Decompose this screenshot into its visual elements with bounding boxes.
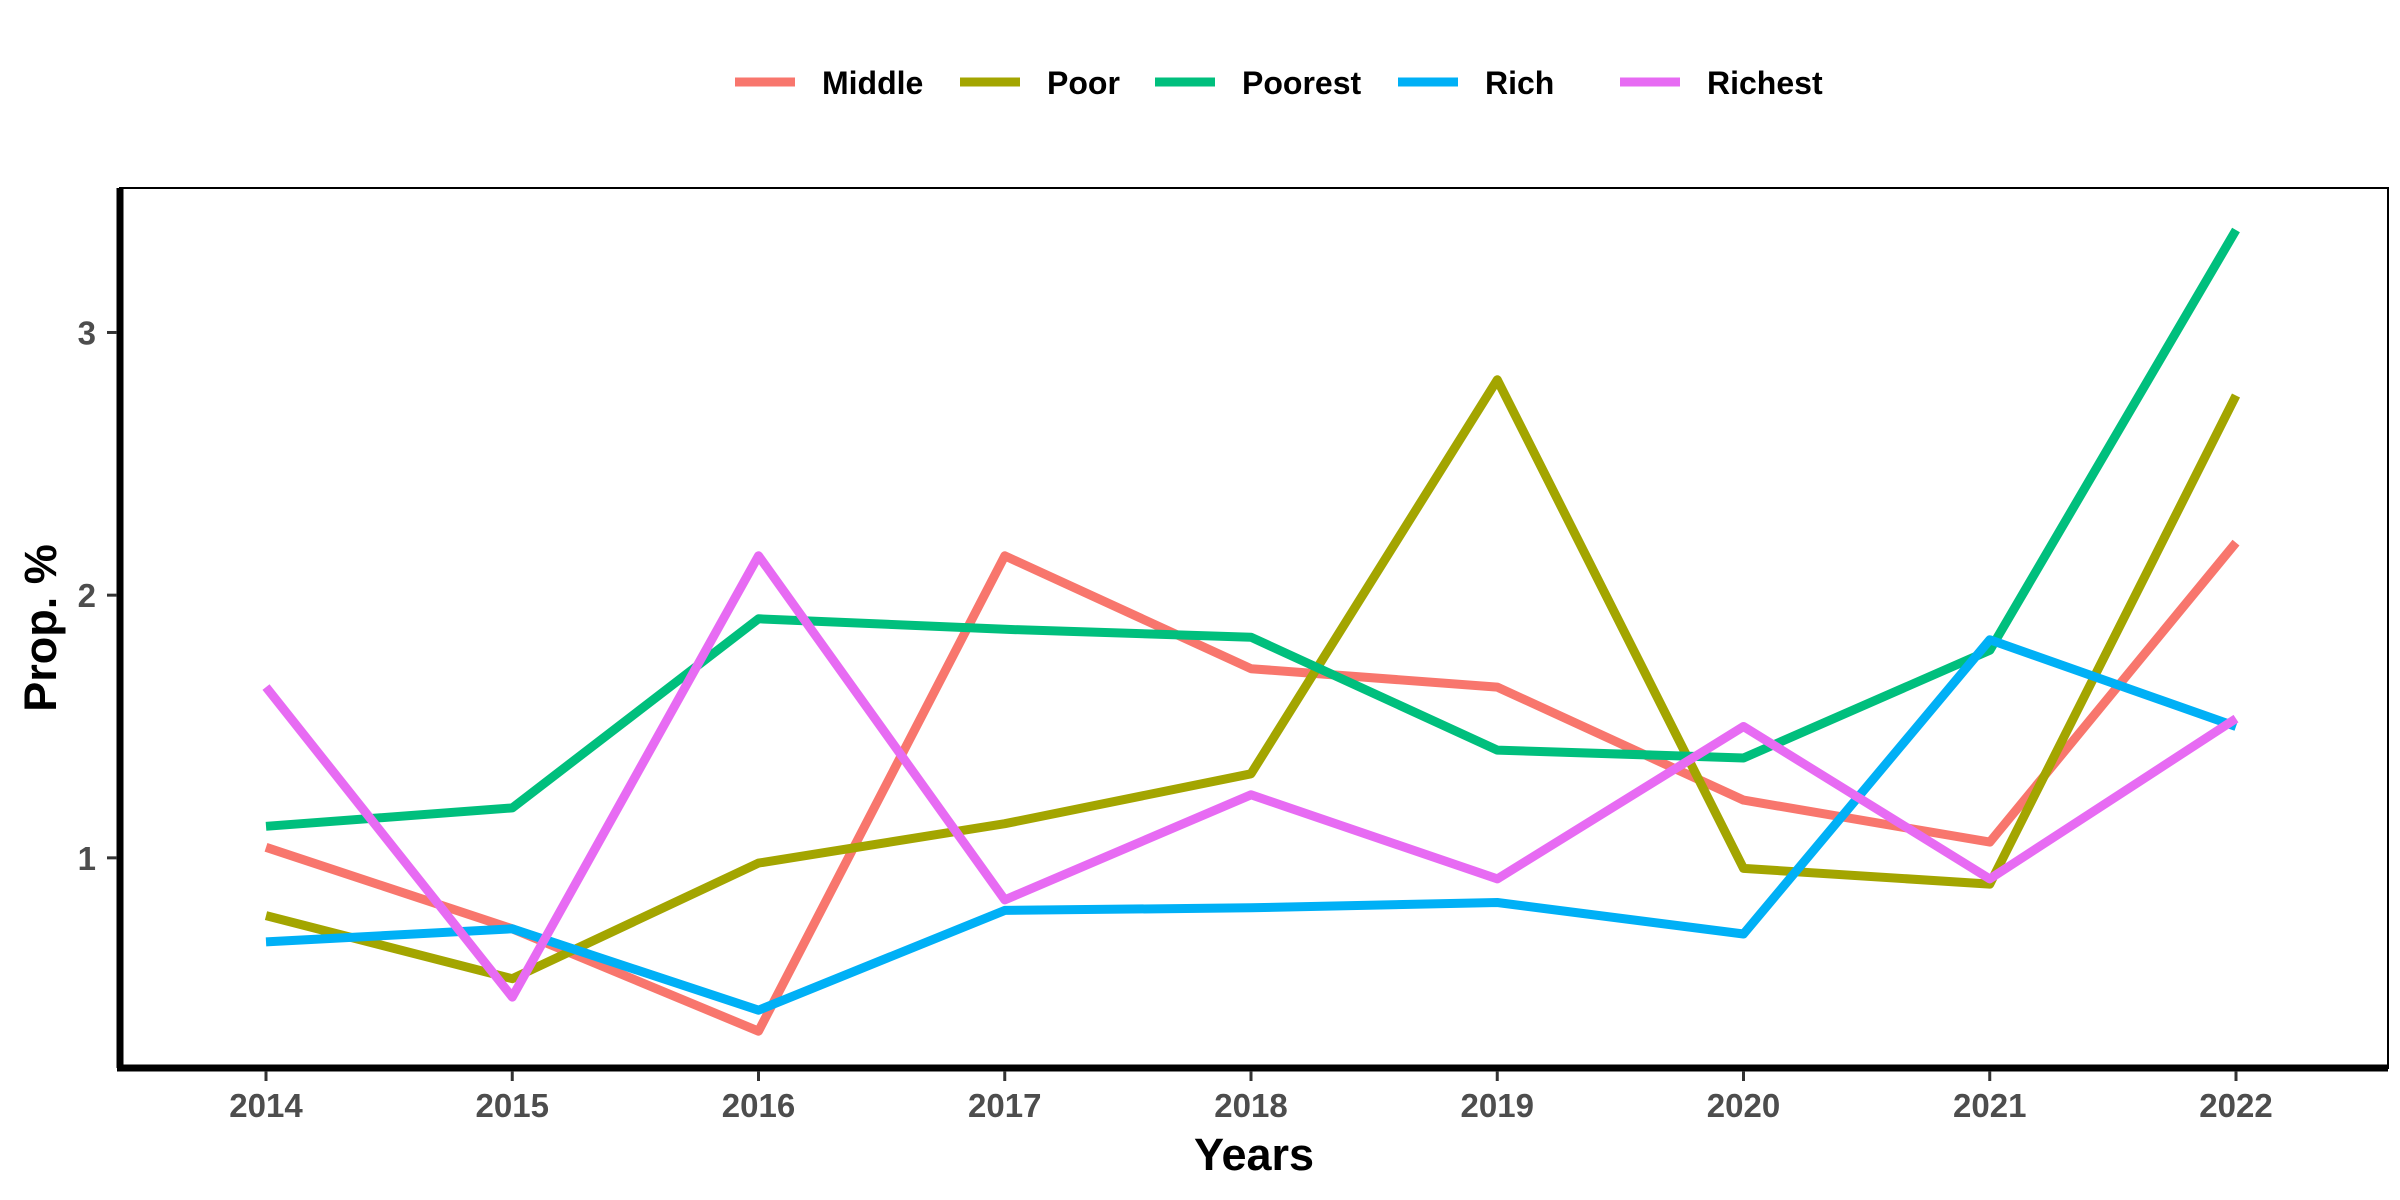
series-lines — [262, 227, 2241, 1036]
x-tick-label: 2015 — [476, 1087, 549, 1124]
y-tick-label: 3 — [78, 314, 96, 351]
legend-item-poor: Poor — [960, 65, 1120, 101]
legend-label: Middle — [822, 65, 923, 101]
x-tick-label: 2019 — [1461, 1087, 1534, 1124]
legend-label: Richest — [1707, 65, 1823, 101]
x-tick-label: 2021 — [1953, 1087, 2026, 1124]
x-tick-label: 2014 — [229, 1087, 303, 1124]
legend-label: Rich — [1485, 65, 1554, 101]
x-tick-label: 2018 — [1214, 1087, 1287, 1124]
legend-label: Poorest — [1242, 65, 1361, 101]
y-tick-label: 2 — [78, 577, 96, 614]
series-line-richest — [262, 551, 2239, 1002]
x-axis-title: Years — [1194, 1129, 1314, 1180]
legend-label: Poor — [1047, 65, 1120, 101]
y-axis-title: Prop. % — [15, 544, 66, 712]
x-tick-label: 2020 — [1707, 1087, 1780, 1124]
legend-item-middle: Middle — [735, 65, 923, 101]
legend-item-richest: Richest — [1620, 65, 1823, 101]
x-tick-label: 2017 — [968, 1087, 1041, 1124]
series-line-poorest — [265, 227, 2240, 831]
legend-item-poorest: Poorest — [1155, 65, 1361, 101]
y-axis-ticks: 1 2 3 — [78, 314, 117, 877]
legend-item-rich: Rich — [1398, 65, 1554, 101]
x-tick-label: 2016 — [722, 1087, 795, 1124]
x-tick-label: 2022 — [2199, 1087, 2272, 1124]
y-tick-label: 1 — [78, 840, 96, 877]
x-axis-ticks: 2014 2015 2016 2017 2018 2019 2020 2021 2022 — [229, 1071, 2273, 1124]
series-line-rich — [265, 635, 2238, 1015]
legend: Middle Poor Poorest Rich Richest — [735, 65, 1823, 101]
series-line-poor — [264, 375, 2241, 984]
